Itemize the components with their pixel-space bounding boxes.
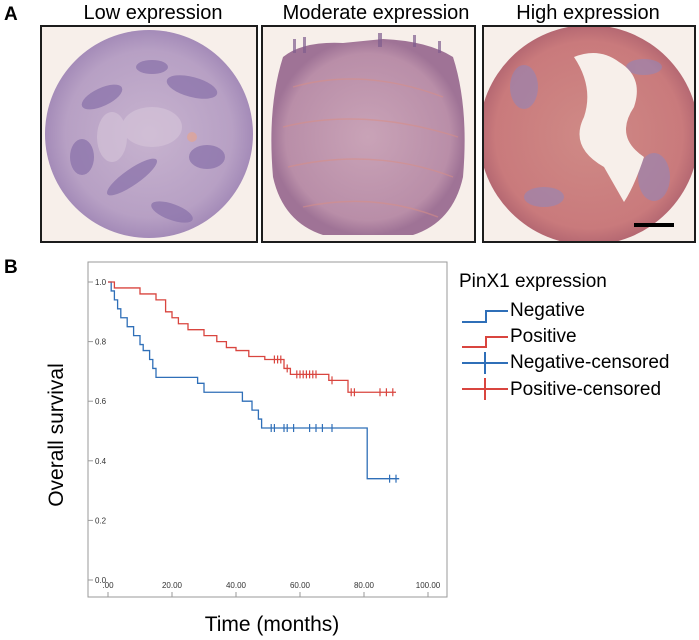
km-curve-positive (108, 281, 396, 393)
tma-title-high: High expression (516, 2, 660, 24)
x-tick-label: 20.00 (162, 581, 183, 590)
x-tick-label: 80.00 (354, 581, 375, 590)
km-curve-negative (108, 281, 400, 480)
x-tick-label: .00 (102, 581, 114, 590)
x-tick-label: 40.00 (226, 581, 247, 590)
tma-title-moderate: Moderate expression (282, 2, 470, 24)
y-tick-label: 1.0 (95, 278, 107, 287)
panel-b-letter: B (4, 257, 18, 278)
legend-label-negative: Negative (510, 300, 585, 321)
legend-label-negative-censored: Negative-censored (510, 352, 670, 373)
legend-title: PinX1 expression (459, 271, 607, 292)
y-tick-label: 0.6 (95, 397, 107, 406)
y-tick-label: 0.4 (95, 457, 107, 466)
x-tick-label: 60.00 (290, 581, 311, 590)
x-axis-title: Time (months) (204, 613, 340, 636)
x-tick-label: 100.00 (416, 581, 441, 590)
tma-image-low (40, 25, 258, 243)
scale-bar (634, 223, 674, 227)
legend-label-positive: Positive (510, 326, 577, 347)
tma-image-high (482, 25, 696, 243)
legend-swatch-positive (462, 336, 508, 348)
tissue-gap (574, 53, 644, 202)
y-tick-label: 0.2 (95, 516, 107, 525)
plot-frame (87, 261, 448, 598)
tma-title-low: Low expression (83, 2, 223, 24)
y-tick-label: 0.8 (95, 338, 107, 347)
panel-a-letter: A (4, 4, 18, 25)
legend-label-positive-censored: Positive-censored (510, 379, 662, 400)
y-tick-label: 0.0 (95, 576, 107, 585)
legend-swatch-negative (462, 310, 508, 323)
y-axis-title: Overall survival (45, 363, 68, 507)
tma-image-moderate (261, 25, 476, 243)
